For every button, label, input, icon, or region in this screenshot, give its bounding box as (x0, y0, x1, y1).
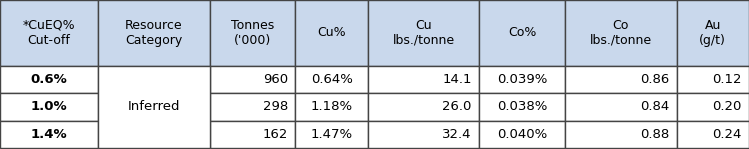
Bar (0, 121, 98, 148)
Text: 1.0%: 1.0% (31, 100, 67, 113)
Text: *CuEQ%
Cut-off: *CuEQ% Cut-off (22, 19, 76, 47)
Bar (479, 66, 565, 93)
Text: 0.20: 0.20 (712, 100, 742, 113)
Text: 0.88: 0.88 (640, 128, 669, 141)
Text: 32.4: 32.4 (442, 128, 472, 141)
Text: Co%: Co% (508, 26, 536, 39)
Text: 1.18%: 1.18% (311, 100, 353, 113)
Bar (676, 0, 749, 66)
Bar (368, 121, 479, 148)
Bar (210, 0, 295, 66)
Bar (565, 66, 676, 93)
Text: 0.86: 0.86 (640, 73, 669, 86)
Bar (479, 93, 565, 121)
Text: Resource
Category: Resource Category (125, 19, 183, 47)
Bar (210, 121, 295, 148)
Text: 0.64%: 0.64% (311, 73, 353, 86)
Text: 0.12: 0.12 (712, 73, 742, 86)
Text: 162: 162 (262, 128, 288, 141)
Text: Tonnes
('000): Tonnes ('000) (231, 19, 274, 47)
Bar (0, 66, 98, 93)
Text: Cu
lbs./tonne: Cu lbs./tonne (392, 19, 455, 47)
Bar (565, 0, 676, 66)
Bar (479, 121, 565, 148)
Text: Au
(g/t): Au (g/t) (700, 19, 727, 47)
Bar (368, 93, 479, 121)
Bar (676, 66, 749, 93)
Text: 26.0: 26.0 (443, 100, 472, 113)
Text: 0.6%: 0.6% (31, 73, 67, 86)
Text: 298: 298 (263, 100, 288, 113)
Text: 14.1: 14.1 (442, 73, 472, 86)
Text: 0.040%: 0.040% (497, 128, 548, 141)
Bar (98, 0, 210, 66)
Bar (368, 0, 479, 66)
Bar (479, 0, 565, 66)
Bar (565, 121, 676, 148)
Text: Inferred: Inferred (127, 100, 180, 113)
Text: 1.47%: 1.47% (311, 128, 353, 141)
Bar (295, 0, 368, 66)
Text: 960: 960 (263, 73, 288, 86)
Bar (676, 93, 749, 121)
Text: 1.4%: 1.4% (31, 128, 67, 141)
Text: Co
lbs./tonne: Co lbs./tonne (589, 19, 652, 47)
Bar (295, 66, 368, 93)
Text: Cu%: Cu% (318, 26, 346, 39)
Bar (210, 66, 295, 93)
Bar (210, 93, 295, 121)
Text: 0.84: 0.84 (640, 100, 669, 113)
Bar (295, 121, 368, 148)
Bar (565, 93, 676, 121)
Bar (0, 93, 98, 121)
Text: 0.039%: 0.039% (497, 73, 548, 86)
Bar (676, 121, 749, 148)
Bar (98, 66, 210, 148)
Bar (368, 66, 479, 93)
Bar (295, 93, 368, 121)
Text: 0.24: 0.24 (712, 128, 742, 141)
Bar (0, 0, 98, 66)
Text: 0.038%: 0.038% (497, 100, 548, 113)
